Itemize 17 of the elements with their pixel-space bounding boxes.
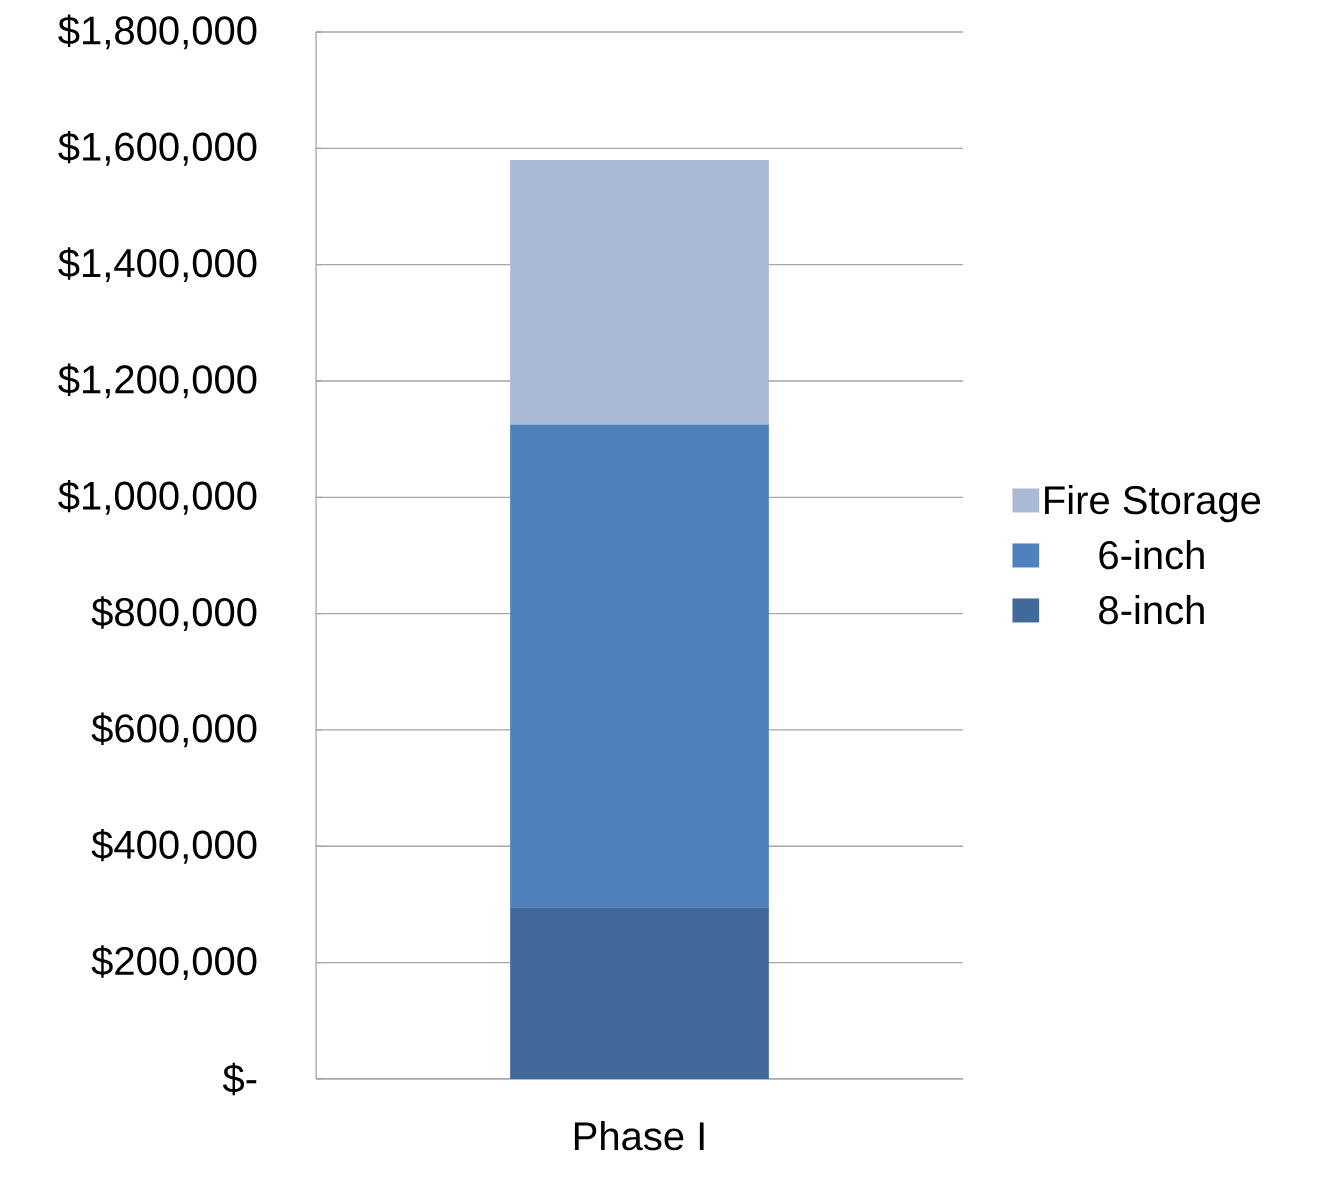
y-tick-label: $1,600,000 <box>58 130 257 166</box>
y-tick-label: $1,800,000 <box>58 14 257 50</box>
legend-label: Fire Storage <box>1045 484 1261 523</box>
y-tick-label: $1,200,000 <box>58 363 257 399</box>
y-tick-label: $- <box>222 1062 257 1096</box>
x-tick-label: Phase I <box>574 1121 704 1151</box>
y-tick-label: $1,000,000 <box>58 479 257 515</box>
y-tick-label: $600,000 <box>91 712 257 748</box>
y-tick-label: $1,400,000 <box>58 247 257 283</box>
bar <box>510 424 769 908</box>
legend-label: 8-inch <box>1099 594 1204 625</box>
legend-label: 6-inch <box>1099 539 1204 570</box>
y-tick-label: $800,000 <box>91 596 257 632</box>
bar <box>510 159 769 425</box>
y-tick-label: $200,000 <box>91 945 257 980</box>
bar <box>510 907 769 1079</box>
y-tick-label: $400,000 <box>91 828 257 864</box>
